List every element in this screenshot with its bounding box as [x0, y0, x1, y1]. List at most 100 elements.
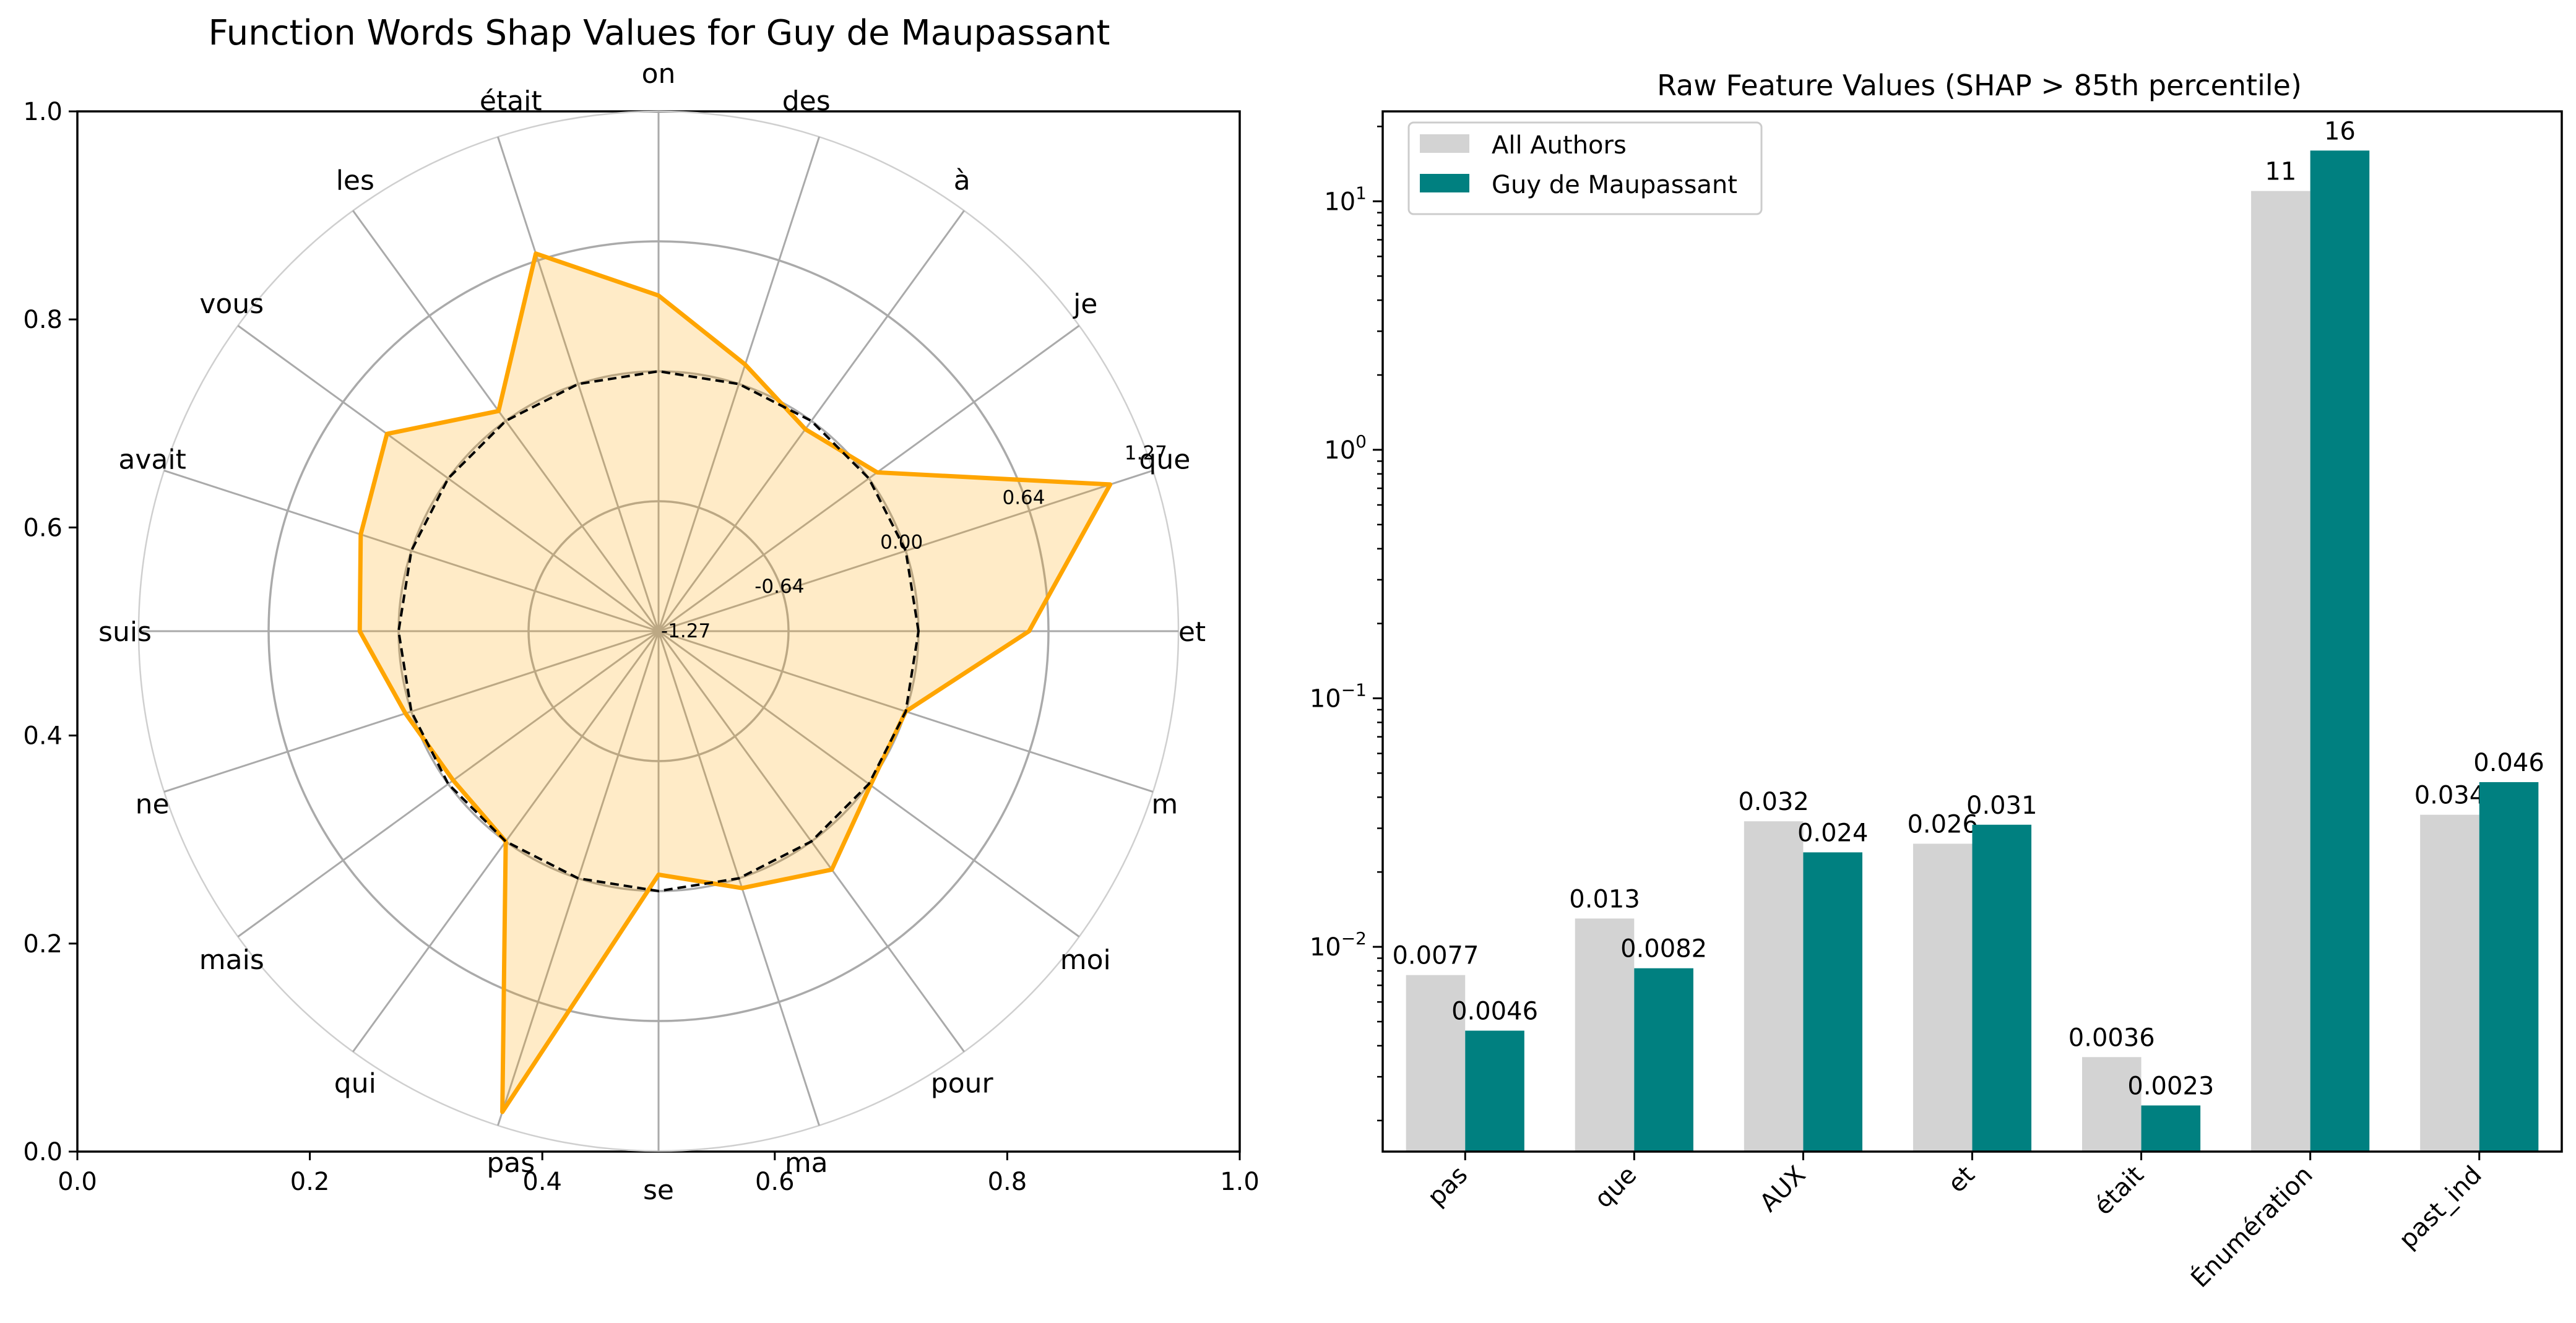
- radar-spoke: [237, 630, 659, 937]
- radar-category-label: des: [782, 85, 831, 117]
- radar-spoke: [496, 136, 660, 632]
- bar-maupassant: [1465, 1030, 1524, 1152]
- bar-maupassant: [2141, 1105, 2201, 1152]
- radar-series: [357, 251, 1113, 1114]
- radar-ring-label: 1.27: [1125, 442, 1167, 465]
- radar-spoke: [163, 469, 659, 632]
- radar-frame-x-tick-label: 0.0: [58, 1168, 97, 1196]
- radar-frame-y-tick-label: 0.4: [23, 722, 63, 751]
- bar-value-label: 16: [2324, 117, 2356, 145]
- radar-category-label: ne: [136, 789, 170, 821]
- radar-category-label: et: [1178, 616, 1206, 648]
- radar-chart: Function Words Shap Values for Guy de Ma…: [23, 13, 1259, 1206]
- radar-ring-labels: -1.27 -0.64 0.00 0.64 1.27: [661, 442, 1167, 642]
- radar-category-label: se: [643, 1174, 674, 1206]
- radar-frame-y-ticks: 0.0 0.2 0.4 0.6 0.8 1.0: [23, 98, 77, 1166]
- radar-grid: [137, 110, 1180, 1152]
- bar-y-tick-label: 10−1: [1310, 679, 1367, 713]
- radar-ring-label: 0.00: [880, 531, 923, 553]
- bar-value-label: 0.032: [1738, 788, 1809, 816]
- legend-swatch-all-authors: [1420, 134, 1469, 153]
- legend-box: [1407, 121, 1763, 215]
- radar-frame-y-tick-label: 0.6: [23, 514, 63, 542]
- radar-category-label: vous: [199, 288, 264, 320]
- bar-value-label: 0.0036: [2068, 1023, 2155, 1052]
- bar-y-tick-label: 10−2: [1310, 928, 1367, 962]
- bar-maupassant: [2310, 150, 2370, 1152]
- bar-all-authors: [2420, 814, 2479, 1152]
- legend-label-all-authors: All Authors: [1492, 131, 1627, 160]
- bar-maupassant: [1803, 852, 1862, 1152]
- bar-legend: All Authors Guy de Maupassant: [1407, 121, 1763, 215]
- radar-ring-label: 0.64: [1002, 486, 1045, 509]
- radar-ring-label: -0.64: [754, 575, 804, 598]
- bar-value-label: 0.046: [2473, 749, 2544, 777]
- radar-category-label: avait: [118, 444, 186, 475]
- bar-maupassant: [1972, 824, 2032, 1152]
- legend-swatch-maupassant: [1420, 174, 1469, 192]
- radar-category-label: pas: [486, 1147, 535, 1179]
- legend-label-maupassant: Guy de Maupassant: [1492, 171, 1737, 199]
- radar-category-labels: et que je à des on était les vous avait suis ne mais…: [98, 58, 1206, 1206]
- radar-category-label: les: [336, 165, 374, 196]
- bar-value-label: 0.031: [1966, 791, 2038, 820]
- bar-value-label: 0.024: [1797, 819, 1869, 847]
- radar-area-fill: [360, 253, 1110, 1112]
- radar-frame-y-tick-label: 0.8: [23, 306, 63, 334]
- radar-spoke: [657, 136, 821, 632]
- radar-frame-x-tick-label: 0.8: [988, 1168, 1027, 1196]
- bar-value-label: 11: [2265, 158, 2296, 186]
- bar-all-authors: [2082, 1057, 2142, 1152]
- bar-all-authors: [2251, 191, 2310, 1152]
- bar-maupassant: [1634, 968, 1693, 1152]
- radar-spoke: [237, 325, 659, 632]
- radar-category-label: mais: [199, 944, 264, 976]
- radar-category-label: on: [642, 58, 676, 90]
- radar-frame-y-tick-label: 0.0: [23, 1138, 63, 1166]
- radar-category-label: m: [1151, 789, 1178, 821]
- bar-value-label: 0.013: [1569, 885, 1640, 913]
- bar-all-authors: [1744, 821, 1804, 1152]
- radar-frame-x-tick-label: 0.6: [755, 1168, 795, 1196]
- bar-frame: [1381, 110, 2563, 1153]
- radar-ring-label: -1.27: [661, 620, 711, 642]
- bar-value-label: 0.0023: [2127, 1072, 2214, 1100]
- radar-category-label: ma: [785, 1147, 828, 1179]
- radar-spoke: [352, 210, 660, 632]
- radar-spoke: [163, 630, 659, 793]
- bar-y-tick-label: 100: [1324, 431, 1367, 465]
- bar-y-tick-label: 101: [1324, 183, 1367, 216]
- radar-frame-x-tick-label: 1.0: [1220, 1168, 1260, 1196]
- radar-spoke: [658, 325, 1080, 632]
- bar-value-label: 0.026: [1907, 810, 1978, 838]
- bar-all-authors: [1913, 843, 1973, 1152]
- radar-category-label: moi: [1060, 944, 1111, 976]
- radar-category-label: je: [1073, 288, 1097, 320]
- bar-all-authors: [1575, 918, 1635, 1152]
- radar-frame-x-ticks: 0.0 0.2 0.4 0.6 0.8 1.0: [58, 1152, 1260, 1196]
- bar-all-authors: [1406, 975, 1466, 1152]
- radar-frame-x-tick-label: 0.4: [522, 1168, 562, 1196]
- bar-title: Raw Feature Values (SHAP > 85th percenti…: [1657, 69, 2302, 102]
- radar-category-label: pour: [931, 1068, 994, 1100]
- radar-category-label: suis: [98, 616, 152, 648]
- radar-spoke: [658, 469, 1154, 632]
- radar-category-label: était: [480, 85, 542, 117]
- bar-series: 0.0077 0.013 0.032 0.026 0.0036 11 0.034 0.0046…: [1392, 117, 2544, 1152]
- radar-title: Function Words Shap Values for Guy de Ma…: [209, 13, 1110, 53]
- bar-maupassant: [2479, 782, 2539, 1152]
- radar-category-label: qui: [334, 1068, 376, 1100]
- bar-value-label: 0.0082: [1620, 935, 1707, 963]
- radar-frame-y-tick-label: 0.2: [23, 930, 63, 959]
- radar-category-label: que: [1139, 444, 1190, 475]
- bar-value-label: 0.0046: [1451, 998, 1538, 1026]
- bar-value-label: 0.034: [2414, 782, 2486, 810]
- radar-frame-x-tick-label: 0.2: [290, 1168, 330, 1196]
- radar-frame-y-tick-label: 1.0: [23, 98, 63, 126]
- radar-category-label: à: [954, 165, 970, 196]
- radar-baseline-line: [397, 369, 920, 893]
- radar-spoke: [657, 210, 965, 632]
- bar-value-label: 0.0077: [1392, 942, 1479, 970]
- bar-y-axis-ticks: 10−2 10−1 100 101: [1310, 126, 1383, 1122]
